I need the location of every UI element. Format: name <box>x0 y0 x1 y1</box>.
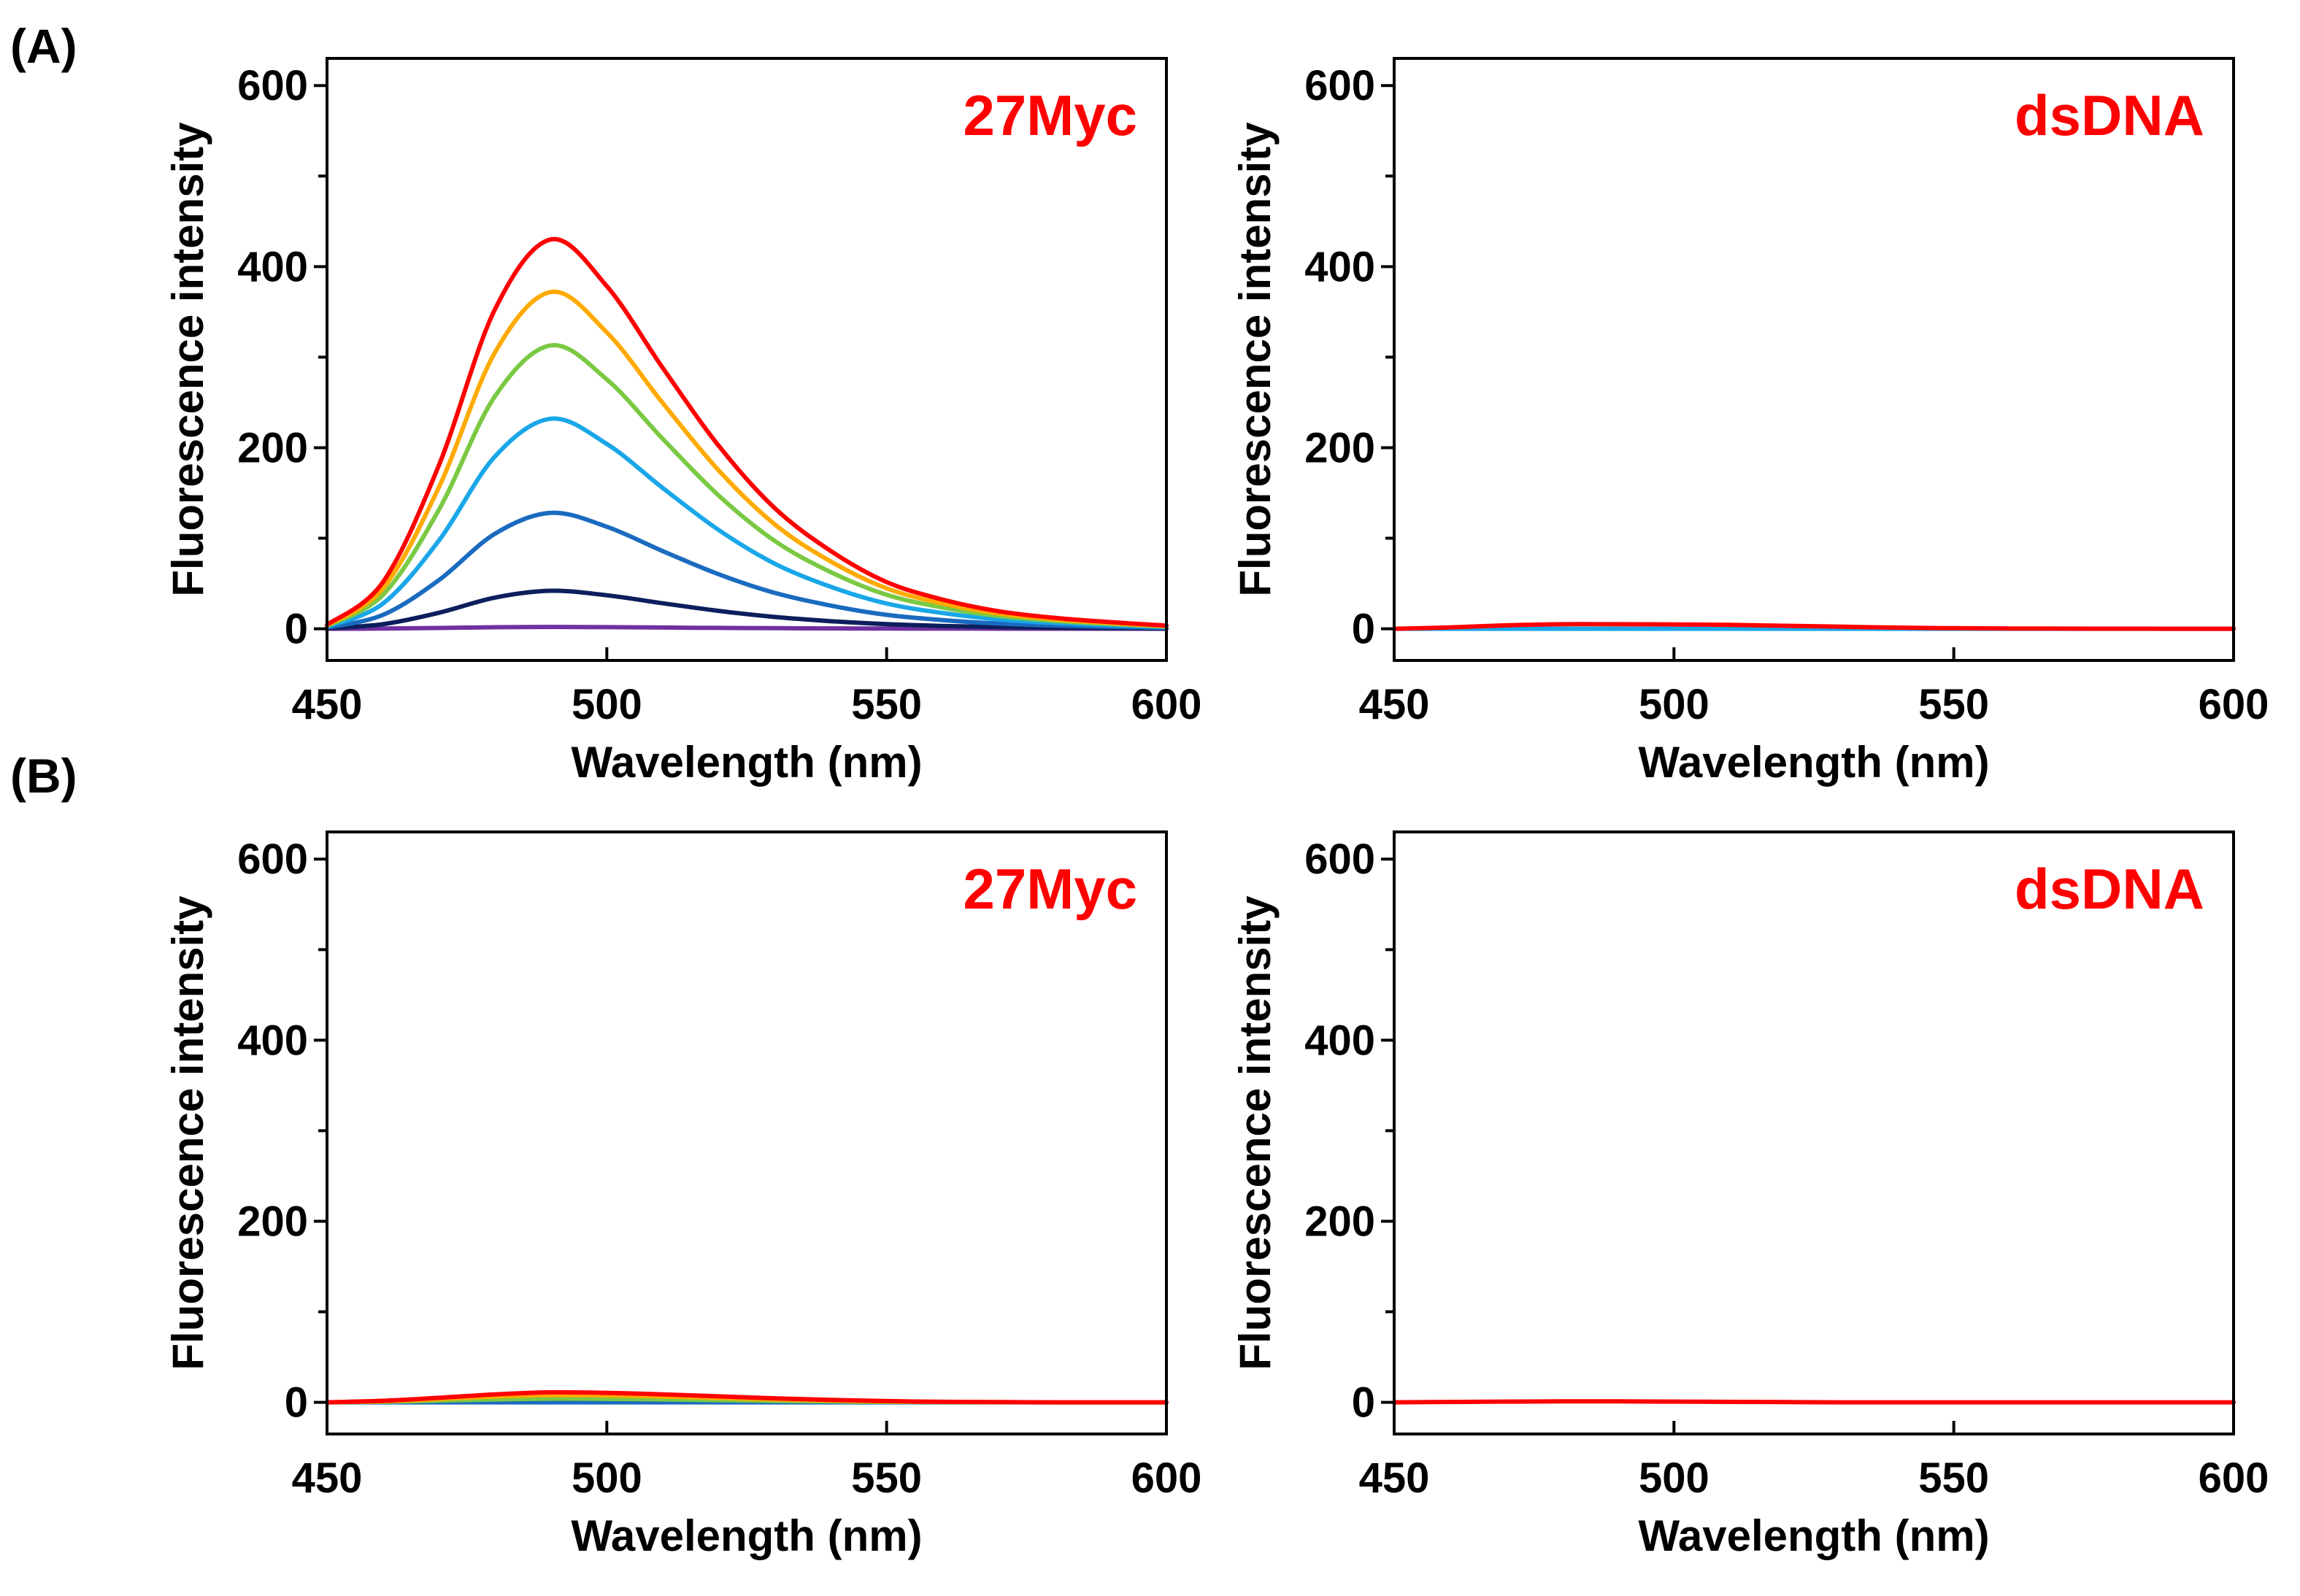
y-tick-label: 200 <box>1304 1198 1375 1245</box>
series-line-red <box>325 236 1169 628</box>
chart-annotation: 27Myc <box>964 83 1138 147</box>
series-line-red <box>325 1389 1169 1405</box>
plot-frame <box>1393 57 2235 662</box>
series-line-red <box>1392 622 2236 631</box>
y-tick-label: 600 <box>237 836 308 883</box>
y-axis-title: Fluorescence intensity <box>1231 122 1280 597</box>
x-tick-label: 600 <box>1131 1454 1202 1502</box>
chart-annotation: dsDNA <box>2015 83 2204 147</box>
series-line-light-blue <box>325 416 1169 630</box>
y-tick-label: 400 <box>237 243 308 290</box>
chart-4: 450 500 550 600 0 200 400 600 Wavelength (nm) Flu… <box>1231 830 2269 1560</box>
y-tick-label: 400 <box>1304 243 1375 290</box>
x-tick-label: 450 <box>292 681 363 728</box>
y-axis-title: Fluorescence intensity <box>164 122 212 597</box>
y-tick-label: 400 <box>237 1017 308 1064</box>
y-axis-title: Fluorescence intensity <box>1231 895 1280 1371</box>
series-line-red <box>1392 1399 2236 1405</box>
series-line-green <box>325 343 1169 629</box>
x-tick-label: 550 <box>851 681 922 728</box>
y-tick-label: 0 <box>285 606 308 653</box>
series-line-blue <box>325 510 1169 631</box>
x-tick-label: 450 <box>292 1454 363 1502</box>
x-tick-label: 550 <box>851 1454 922 1502</box>
chart-grid: 450 500 550 600 0 200 400 600 Wavelength (nm) Flu… <box>164 57 2269 1560</box>
x-tick-label: 600 <box>2199 681 2269 728</box>
series-line-orange <box>325 289 1169 628</box>
y-tick-label: 200 <box>237 424 308 471</box>
y-tick-label: 400 <box>1304 1017 1375 1064</box>
y-tick-label: 0 <box>1352 606 1375 653</box>
y-tick-label: 200 <box>1304 424 1375 471</box>
x-tick-label: 600 <box>1131 681 1202 728</box>
x-tick-label: 500 <box>1639 1454 1709 1502</box>
x-tick-label: 500 <box>1639 681 1709 728</box>
x-axis-title: Wavelength (nm) <box>571 1511 922 1560</box>
panel-label-a: (A) <box>10 19 77 73</box>
x-tick-label: 450 <box>1359 1454 1430 1502</box>
plot-frame <box>326 57 1168 662</box>
x-tick-label: 500 <box>572 1454 642 1502</box>
x-tick-label: 550 <box>1918 681 1989 728</box>
x-tick-label: 550 <box>1918 1454 1989 1502</box>
y-tick-label: 600 <box>1304 836 1375 883</box>
chart-3: 450 500 550 600 0 200 400 600 Wavelength (nm) Flu… <box>164 830 1202 1560</box>
y-axis-title: Fluorescence intensity <box>164 895 212 1371</box>
series-line-navy <box>325 588 1169 631</box>
x-axis-title: Wavelength (nm) <box>1638 738 1989 787</box>
chart-1: 450 500 550 600 0 200 400 600 Wavelength (nm) Flu… <box>164 57 1202 787</box>
y-tick-label: 0 <box>1352 1379 1375 1427</box>
y-tick-label: 600 <box>1304 62 1375 109</box>
plot-frame <box>1393 830 2235 1435</box>
y-tick-label: 0 <box>285 1379 308 1427</box>
chart-annotation: dsDNA <box>2015 857 2204 921</box>
x-axis-title: Wavelength (nm) <box>571 738 922 787</box>
x-tick-label: 500 <box>572 681 642 728</box>
y-tick-label: 600 <box>237 62 308 109</box>
chart-2: 450 500 550 600 0 200 400 600 Wavelength (nm) Flu… <box>1231 57 2269 787</box>
x-tick-label: 450 <box>1359 681 1430 728</box>
x-tick-label: 600 <box>2199 1454 2269 1502</box>
plot-frame <box>326 830 1168 1435</box>
chart-annotation: 27Myc <box>964 857 1138 921</box>
y-tick-label: 200 <box>237 1198 308 1245</box>
panel-label-b: (B) <box>10 749 77 803</box>
x-axis-title: Wavelength (nm) <box>1638 1511 1989 1560</box>
